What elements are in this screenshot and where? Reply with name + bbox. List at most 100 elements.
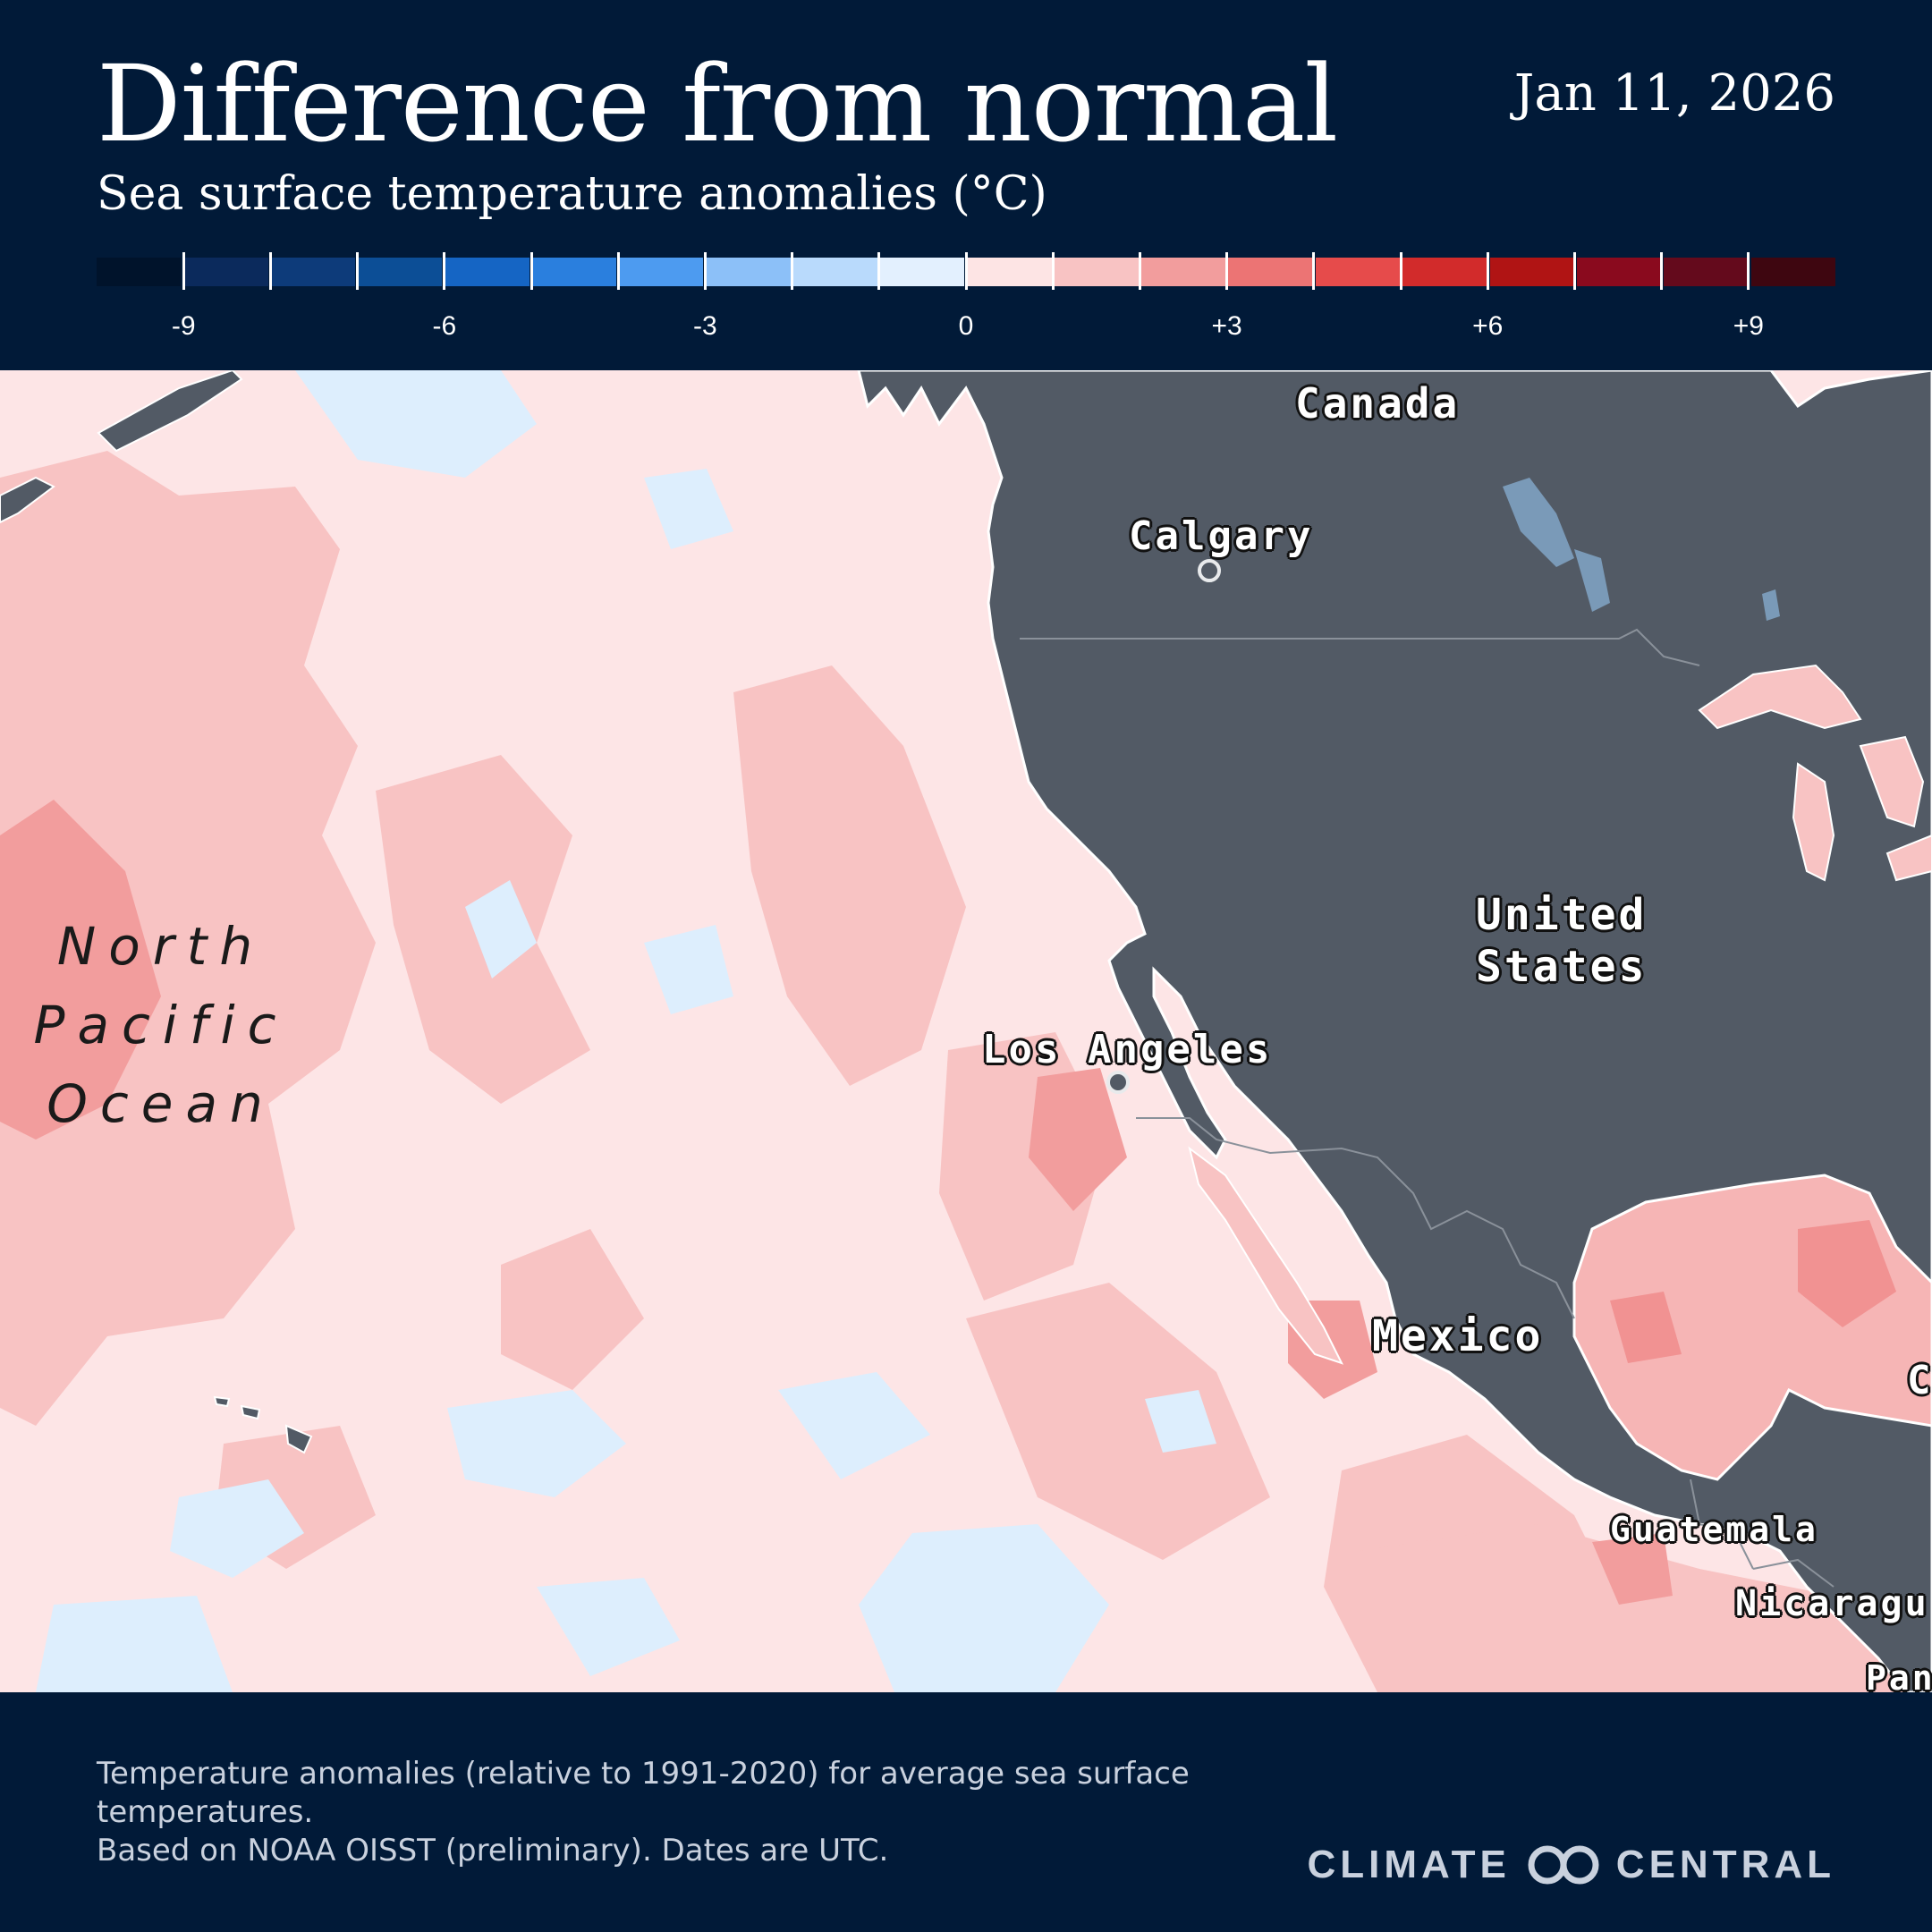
lake-huron (1859, 735, 1925, 828)
legend-color-bar (97, 258, 1835, 286)
header: Difference from normal Sea surface tempe… (0, 0, 1932, 370)
logo-rings-icon (1528, 1845, 1599, 1885)
calgary-marker-icon[interactable] (1198, 559, 1221, 582)
anomaly-patch (295, 370, 537, 478)
legend-swatch (358, 258, 443, 286)
legend-tick (268, 252, 272, 290)
anomaly-warm-layer (0, 451, 1932, 1692)
anomaly-patch (733, 665, 966, 1086)
anomaly-patch (537, 1578, 680, 1676)
los-angeles-marker-icon[interactable] (1106, 1071, 1130, 1094)
great-lakes (1698, 664, 1932, 882)
legend-tick (703, 252, 707, 290)
legend-swatch (1315, 258, 1401, 286)
legend-tick-label: +9 (1733, 311, 1764, 341)
footnote-line-2: Based on NOAA OISST (preliminary). Dates… (97, 1833, 889, 1868)
anomaly-patch (0, 800, 161, 1140)
legend-tick (616, 252, 620, 290)
anomaly-patch (1798, 1220, 1896, 1327)
lake-superior (1698, 664, 1862, 730)
legend-tick (1138, 252, 1141, 290)
legend-swatch (1489, 258, 1574, 286)
legend-tick-label: -9 (171, 311, 196, 341)
legend-swatch (1402, 258, 1487, 286)
lake (1762, 589, 1780, 621)
hawaii-island (240, 1404, 261, 1420)
label-calgary: Calgary (1129, 513, 1314, 559)
legend-tick (1572, 252, 1576, 290)
label-guatemala: Guatemala (1610, 1510, 1818, 1549)
anomaly-strong-layer (0, 800, 1673, 1605)
footnote: Temperature anomalies (relative to 1991-… (97, 1755, 1349, 1870)
legend-swatch (1141, 258, 1226, 286)
anomaly-patch (501, 1229, 644, 1390)
legend-tick (1051, 252, 1055, 290)
anomaly-patch (1610, 1292, 1682, 1363)
country-borders (1020, 628, 1835, 1588)
label-canada: Canada (1295, 379, 1461, 428)
anomaly-patch (644, 925, 733, 1014)
legend-swatch (1664, 258, 1749, 286)
legend-tick (182, 252, 185, 290)
legend-tick (443, 252, 446, 290)
us-mexico-border (1136, 1117, 1575, 1319)
legend-swatch (270, 258, 356, 286)
label-los-angeles: Los Angeles (982, 1027, 1273, 1072)
legend-tick-label: -6 (432, 311, 457, 341)
islands (0, 370, 313, 1454)
legend-tick (1312, 252, 1316, 290)
legend-swatch (619, 258, 704, 286)
label-north-pacific-ocean: North Pacific Ocean (33, 916, 289, 1134)
central-america-border (1690, 1479, 1754, 1570)
legend-swatch (1750, 258, 1835, 286)
lake-michigan (1792, 762, 1835, 882)
footer: Temperature anomalies (relative to 1991-… (0, 1692, 1932, 1932)
anomaly-patch (465, 880, 537, 979)
legend-swatch (792, 258, 878, 286)
anomaly-cool-layer (36, 370, 1216, 1692)
legend-swatch (967, 258, 1052, 286)
canada-us-border (1020, 628, 1700, 666)
legend-swatch (97, 258, 182, 286)
legend-tick-label: 0 (958, 311, 974, 341)
anomaly-patch (1029, 1068, 1127, 1211)
anomaly-patch (36, 1596, 233, 1692)
legend-tick (877, 252, 881, 290)
color-legend: -9 -6 -3 0 +3 +6 +9 (97, 252, 1835, 347)
anomaly-patch (170, 1479, 304, 1578)
legend-swatch (880, 258, 965, 286)
legend-tick-label: +3 (1211, 311, 1242, 341)
footnote-line-1: Temperature anomalies (relative to 1991-… (97, 1756, 1190, 1830)
lake-erie (1885, 834, 1932, 882)
anomaly-patch (644, 469, 733, 549)
legend-tick (1399, 252, 1402, 290)
lake (1503, 478, 1574, 567)
logo-text-right: CENTRAL (1615, 1843, 1835, 1886)
label-mexico: Mexico (1372, 1311, 1544, 1361)
anomaly-patch (966, 1283, 1270, 1560)
legend-swatch (531, 258, 617, 286)
lake (1574, 549, 1610, 612)
anomaly-patch (1145, 1390, 1216, 1453)
island (0, 476, 55, 524)
legend-swatch (1054, 258, 1140, 286)
aleutian-islands (97, 370, 243, 453)
label-united-states: United States (1476, 890, 1648, 992)
legend-swatch (445, 258, 530, 286)
map-panel[interactable]: Canada Calgary United States Los Angeles… (0, 370, 1932, 1692)
date-label: Jan 11, 2026 (1513, 64, 1835, 123)
page-subtitle: Sea surface temperature anomalies (°C) (97, 167, 1047, 221)
legend-swatch (1576, 258, 1662, 286)
legend-tick (530, 252, 533, 290)
map-canvas (0, 370, 1932, 1692)
anomaly-patch (447, 1390, 626, 1497)
legend-swatch (1228, 258, 1313, 286)
climate-central-logo: CLIMATE CENTRAL (1308, 1843, 1835, 1887)
anomaly-patch (1360, 1524, 1932, 1692)
central-america-border (1752, 1558, 1835, 1588)
anomaly-patch (1592, 1533, 1673, 1605)
gulf-warm-patches (1610, 1220, 1896, 1363)
legend-swatch (706, 258, 791, 286)
legend-tick (356, 252, 360, 290)
